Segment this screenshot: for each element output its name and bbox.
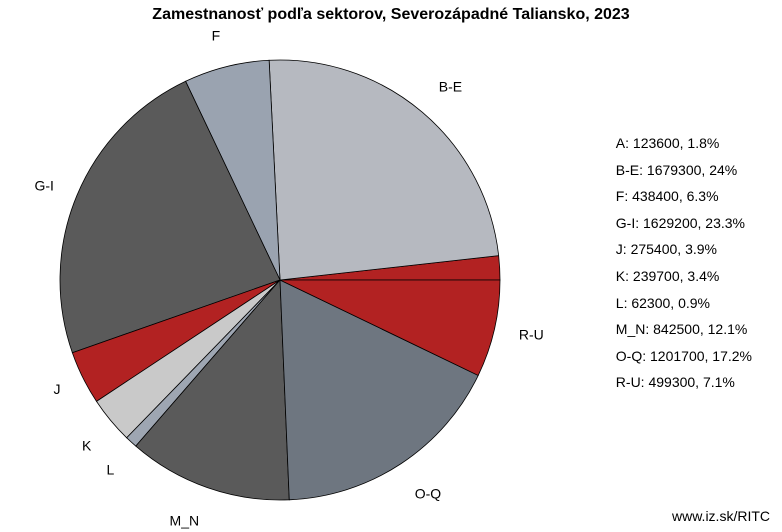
- legend: A: 123600, 1.8%B-E: 1679300, 24%F: 43840…: [616, 130, 752, 396]
- legend-item: G-I: 1629200, 23.3%: [616, 210, 752, 237]
- slice-label-R-U: R-U: [519, 327, 544, 343]
- pie-slice-B-E: [269, 60, 499, 280]
- slice-label-B-E: B-E: [439, 78, 462, 94]
- chart-title: Zamestnanosť podľa sektorov, Severozápad…: [0, 6, 782, 24]
- pie-chart: B-EFG-IJKLM_NO-QR-U: [40, 40, 520, 520]
- legend-item: O-Q: 1201700, 17.2%: [616, 343, 752, 370]
- slice-label-O-Q: O-Q: [415, 486, 442, 502]
- slice-label-F: F: [212, 27, 221, 43]
- slice-label-K: K: [82, 437, 92, 453]
- legend-item: A: 123600, 1.8%: [616, 130, 752, 157]
- legend-item: R-U: 499300, 7.1%: [616, 369, 752, 396]
- legend-item: B-E: 1679300, 24%: [616, 157, 752, 184]
- slice-label-G-I: G-I: [34, 178, 53, 194]
- legend-item: F: 438400, 6.3%: [616, 183, 752, 210]
- source-link[interactable]: www.iz.sk/RITC: [672, 508, 770, 524]
- legend-item: M_N: 842500, 12.1%: [616, 316, 752, 343]
- legend-item: J: 275400, 3.9%: [616, 236, 752, 263]
- legend-item: L: 62300, 0.9%: [616, 290, 752, 317]
- pie-svg: B-EFG-IJKLM_NO-QR-U: [40, 40, 520, 520]
- legend-item: K: 239700, 3.4%: [616, 263, 752, 290]
- slice-label-M_N: M_N: [170, 512, 200, 528]
- slice-label-L: L: [106, 461, 114, 477]
- slice-label-J: J: [54, 381, 61, 397]
